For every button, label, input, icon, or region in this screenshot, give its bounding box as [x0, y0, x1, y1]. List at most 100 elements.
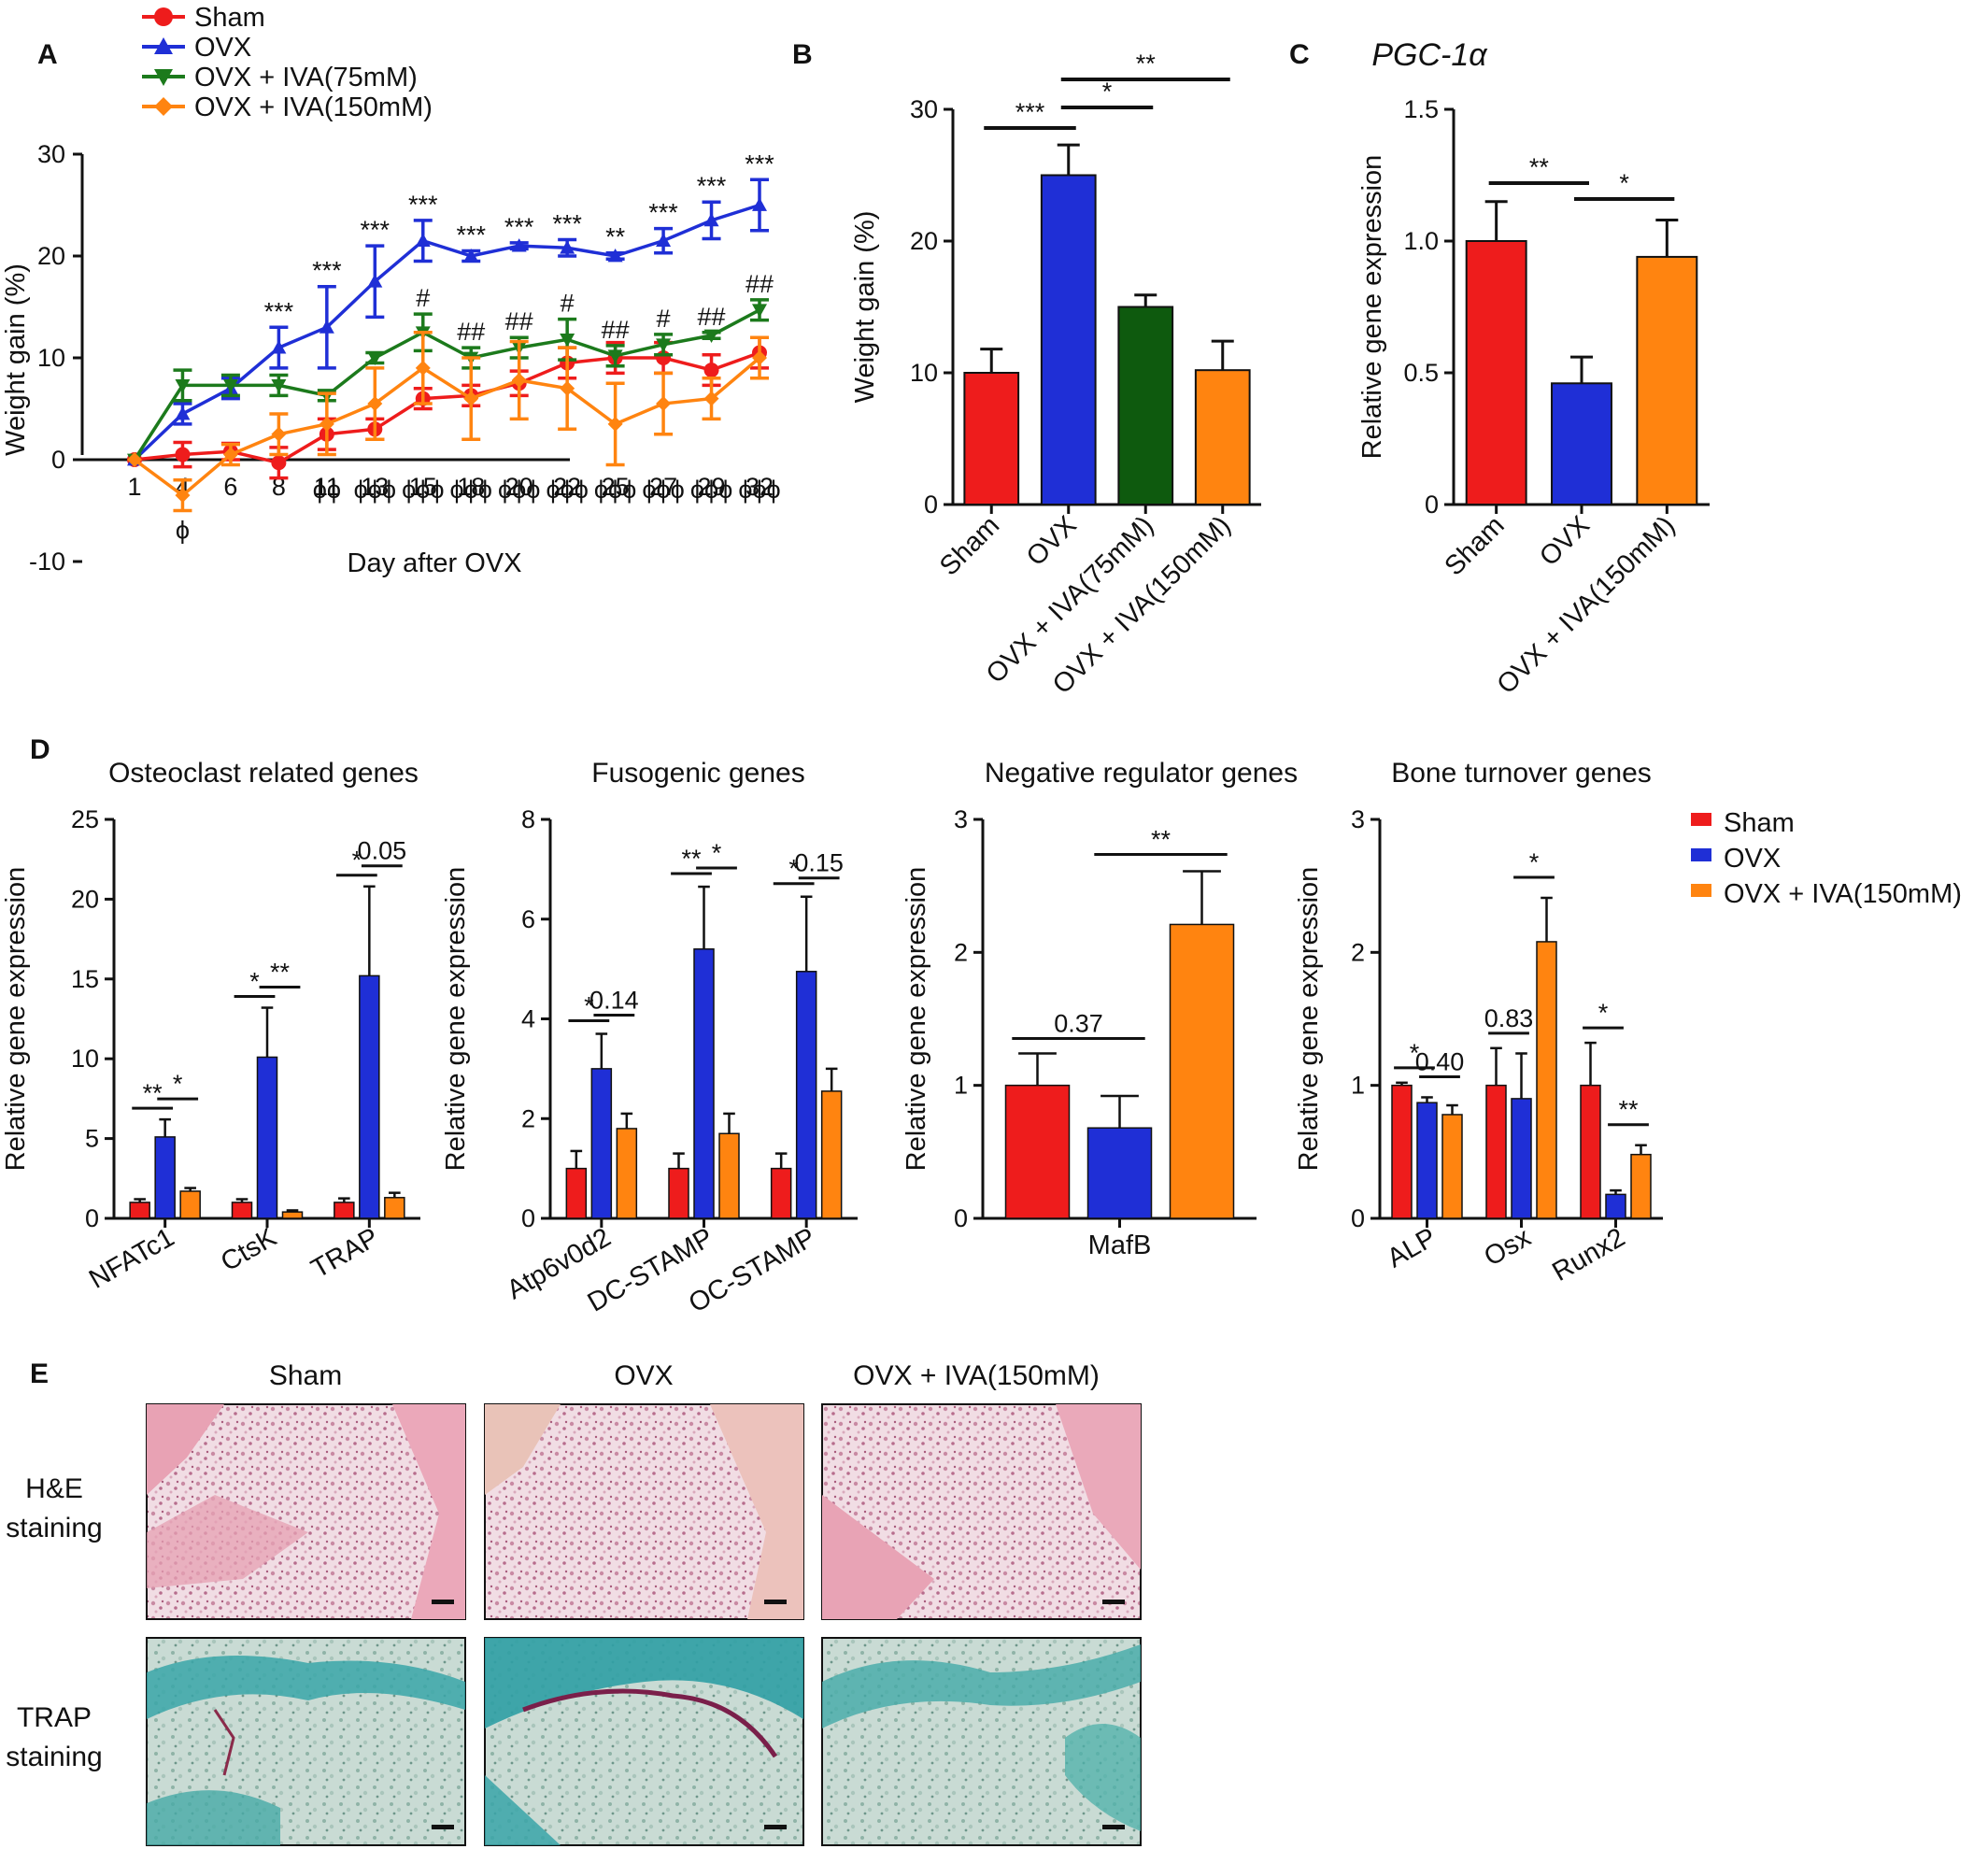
- panel-a-point-sham: [175, 447, 191, 462]
- panel-c-bar-ovx: [1551, 382, 1612, 505]
- panel-c-x-tick-label: Sham: [1439, 510, 1510, 581]
- panel-d-legend-swatch-ovx: [1691, 848, 1711, 861]
- panel-a-point-iva150: [752, 350, 767, 365]
- panel-b-y-axis-tick-label: 20: [910, 227, 938, 255]
- panel-d-bone-turnover-y-axis-tick-label: 3: [1351, 805, 1365, 833]
- panel-a-point-iva150: [222, 447, 238, 462]
- panel-a-point-iva150: [511, 372, 527, 388]
- panel-d-osteoclast-y-axis-tick-label: 20: [71, 885, 99, 913]
- panel-d-fusogenic-bar-ovx: [795, 971, 817, 1219]
- panel-d-negative-regulator-x-tick-label: MafB: [1088, 1230, 1152, 1260]
- panel-d-osteoclast-comparison-label: **: [270, 959, 291, 987]
- panel-a-series-line-iva150: [133, 356, 761, 498]
- panel-d-fusogenic-y-axis-label: Relative gene expression: [441, 867, 471, 1172]
- panel-d-bone-turnover-bar-sham: [1580, 1084, 1601, 1219]
- panel-d-osteoclast-y-axis-tick-label: 15: [71, 965, 99, 993]
- panel-d-fusogenic-bar-sham: [565, 1167, 588, 1219]
- panel-d-negative-regulator-y-axis-tick-label: 3: [954, 805, 968, 833]
- panel-a-point-iva150: [607, 416, 623, 432]
- panel-a-significance-label: ϕϕ: [313, 476, 341, 504]
- trap-image-iva150: [821, 1637, 1142, 1846]
- panel-a-legend-label-sham: Sham: [194, 3, 265, 33]
- panel-c-y-axis-label: Relative gene expression: [1357, 155, 1387, 460]
- panel-a-y-axis-label: Weight gain (%): [1, 263, 31, 456]
- panel-d-osteoclast-x-tick-label: CtsK: [216, 1222, 282, 1277]
- panel-a-point-iva75: [560, 333, 575, 348]
- panel-d-osteoclast-y-axis-tick-label: 0: [85, 1204, 99, 1232]
- panel-d-osteoclast-comparison-label: *: [249, 968, 260, 996]
- panel-a-significance-label: ϕϕϕ: [498, 476, 540, 504]
- chart-layer: -100102030146811131518202225272932Day af…: [1, 3, 1962, 1319]
- panel-d-fusogenic-y-axis-tick-label: 8: [521, 805, 535, 833]
- panel-a-significance-label: ϕϕϕ: [450, 476, 492, 504]
- panel-d-osteoclast-comparison-label: *: [173, 1070, 183, 1098]
- histology-column-header-iva150: OVX + IVA(150mM): [853, 1360, 1100, 1391]
- panel-a-x-tick-label: 20: [505, 473, 533, 501]
- panel-a-x-tick-label: 15: [409, 473, 437, 501]
- panel-c-x-tick-label: OVX: [1534, 510, 1596, 572]
- panel-d-osteoclast-bar-sham: [334, 1202, 355, 1219]
- panel-a-y-tick-label: 0: [51, 446, 65, 474]
- panel-d-fusogenic-comparison-label: **: [681, 845, 702, 873]
- panel-d-bone-turnover-comparison-label: *: [1529, 848, 1540, 876]
- panel-d-osteoclast-bar-sham: [129, 1202, 150, 1219]
- panel-label-a: A: [37, 39, 58, 70]
- panel-d-bone-turnover-x-tick-label: Osx: [1479, 1222, 1536, 1273]
- panel-d-osteoclast-bar-ovx: [154, 1136, 176, 1219]
- he-image-ovx: [484, 1403, 804, 1620]
- panel-a-x-tick-label: 18: [457, 473, 485, 501]
- panel-a-legend-label-ovx: OVX: [194, 33, 251, 63]
- panel-b-y-axis-tick-label: 30: [910, 95, 938, 123]
- panel-d-bone-turnover-y-axis-tick-label: 2: [1351, 938, 1365, 966]
- panel-b-x-tick-label: OVX: [1021, 510, 1083, 572]
- panel-d-bone-turnover-x-tick-label: Runx2: [1547, 1222, 1630, 1287]
- panel-b-comparison-label: *: [1102, 78, 1113, 106]
- panel-a-point-iva150: [175, 488, 191, 504]
- panel-d-fusogenic-y-axis-tick-label: 2: [521, 1104, 535, 1132]
- panel-d-fusogenic-bar-iva150: [820, 1090, 843, 1219]
- panel-label-b: B: [792, 39, 813, 70]
- panel-d-fusogenic-comparison-label: *: [584, 992, 594, 1020]
- panel-a-significance-label: ***: [361, 216, 390, 244]
- row-label-he-line2: staining: [6, 1513, 102, 1543]
- panel-a-point-ovx: [463, 249, 479, 263]
- panel-d-osteoclast-y-axis-tick-label: 25: [71, 805, 99, 833]
- histology-column-header-ovx: OVX: [614, 1360, 673, 1391]
- panel-a-point-ovx: [415, 233, 431, 248]
- panel-a-significance-label: ##: [746, 270, 774, 298]
- panel-c-title: PGC-1α: [1371, 37, 1488, 73]
- panel-b-x-tick-label: Sham: [934, 510, 1005, 581]
- panel-c-y-axis-tick-label: 0: [1425, 491, 1439, 519]
- panel-a-legend-marker-iva150: [154, 97, 173, 116]
- panel-d-negative-regulator-comparison-label: 0.37: [1054, 1010, 1103, 1038]
- panel-d-osteoclast-x-tick-label: NFATc1: [84, 1222, 179, 1294]
- panel-label-d: D: [30, 734, 50, 765]
- panel-d-bone-turnover-comparison-label: **: [1618, 1096, 1639, 1124]
- panel-a-legend-label-iva75: OVX + IVA(75mM): [194, 63, 418, 92]
- panel-d-negative-regulator-bar-iva150: [1169, 923, 1235, 1219]
- panel-d-fusogenic-comparison-label: 0.15: [794, 849, 844, 877]
- panel-a-point-ovx: [607, 249, 623, 263]
- panel-d-osteoclast-comparison-label: *: [352, 846, 362, 875]
- panel-d-osteoclast-comparison-label: **: [143, 1079, 163, 1107]
- panel-a-legend-label-iva150: OVX + IVA(150mM): [194, 92, 433, 122]
- panel-a-series-line-sham: [134, 350, 760, 465]
- panel-a-point-iva150: [656, 396, 672, 412]
- panel-d-fusogenic-y-axis-tick-label: 4: [521, 1005, 535, 1033]
- panel-a-x-tick-label: 8: [272, 473, 286, 501]
- panel-d-bone-turnover-y-axis-label: Relative gene expression: [1294, 867, 1324, 1172]
- panel-a-point-iva150: [463, 391, 479, 406]
- panel-a-point-iva75: [752, 304, 767, 318]
- panel-d-osteoclast-comparison-label: 0.05: [358, 837, 407, 865]
- row-label-trap-line1: TRAP: [17, 1702, 92, 1733]
- panel-a-point-iva75: [222, 379, 238, 393]
- panel-d-osteoclast-bar-ovx: [359, 974, 380, 1219]
- panel-a-x-tick-label: 27: [649, 473, 677, 501]
- panel-a-x-tick-label: 1: [127, 473, 141, 501]
- panel-d-negative-regulator-bar-sham: [1004, 1084, 1071, 1219]
- panel-d-negative-regulator-y-axis-tick-label: 1: [954, 1072, 968, 1100]
- panel-d-bone-turnover-bar-iva150: [1536, 941, 1557, 1219]
- panel-a-series-line-iva75: [133, 308, 760, 461]
- panel-a-y-tick-label: 30: [37, 140, 65, 168]
